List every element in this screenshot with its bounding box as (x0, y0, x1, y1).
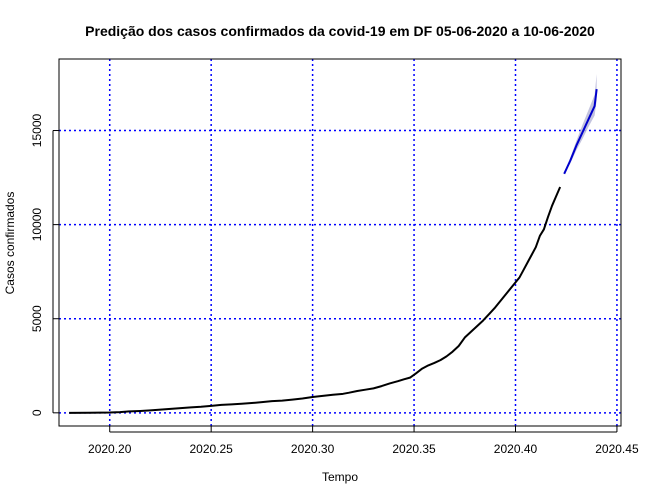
x-tick-label: 2020.35 (392, 442, 436, 456)
x-tick-label: 2020.45 (595, 442, 639, 456)
x-tick-label: 2020.20 (88, 442, 132, 456)
plot-frame (58, 58, 622, 427)
y-tick-label: 10000 (30, 208, 44, 242)
forecast-line (563, 88, 598, 175)
y-axis-label: Casos confirmados (3, 192, 17, 295)
series-lines (69, 88, 598, 414)
grid (59, 59, 621, 426)
x-tick-label: 2020.40 (494, 442, 538, 456)
y-tick-label: 5000 (30, 305, 44, 332)
x-tick-label: 2020.25 (189, 442, 233, 456)
y-tick-label: 0 (30, 409, 44, 416)
confidence-band (564, 74, 597, 174)
x-axis: 2020.20 2020.25 2020.30 2020.35 2020.40 2020.… (88, 426, 639, 456)
x-axis-label: Tempo (322, 470, 358, 484)
confidence-bands (564, 74, 597, 174)
y-axis: 0 5000 10000 15000 (30, 114, 59, 416)
x-tick-label: 2020.30 (291, 442, 335, 456)
chart-title: Predição dos casos confirmados da covid-… (85, 23, 595, 39)
y-tick-label: 15000 (30, 114, 44, 148)
observed-cases-line (69, 186, 562, 414)
